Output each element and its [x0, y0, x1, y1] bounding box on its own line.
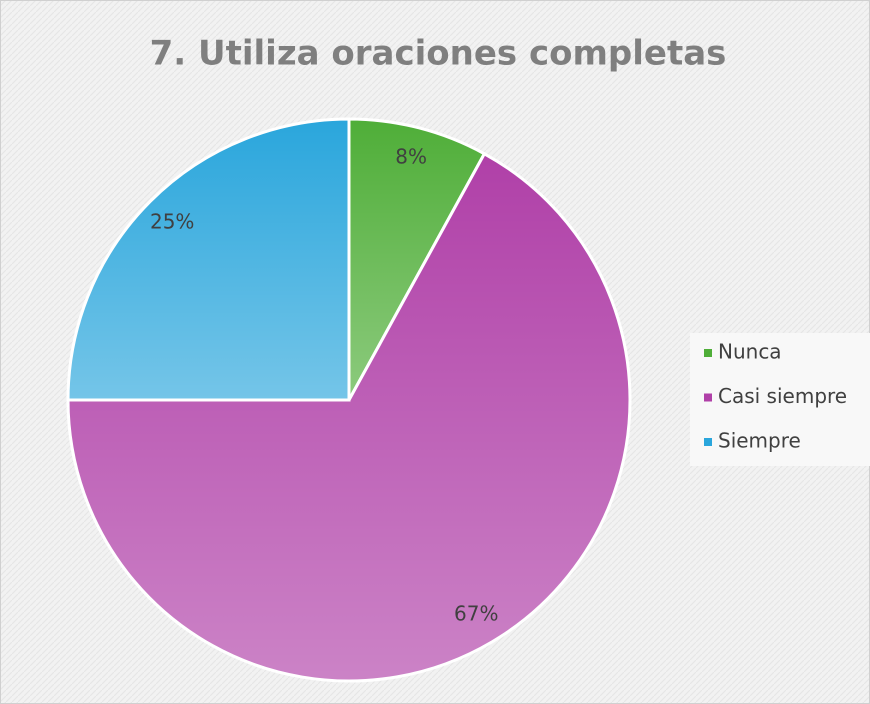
- data-label: 67%: [454, 602, 498, 626]
- slice-shine: [68, 119, 349, 400]
- legend-label: Nunca: [718, 340, 782, 364]
- slice-shine: [67, 153, 631, 682]
- legend-box: [690, 333, 870, 466]
- legend-label: Siempre: [718, 429, 801, 453]
- data-label: 25%: [150, 210, 194, 234]
- legend-marker: [704, 393, 712, 402]
- data-label: 8%: [395, 144, 427, 168]
- legend-label: Casi siempre: [718, 384, 847, 408]
- slice-shine: [349, 119, 485, 400]
- pie: [66, 117, 632, 683]
- legend-marker: [704, 349, 712, 357]
- legend-marker: [704, 438, 712, 446]
- chart-title: 7. Utiliza oraciones completas: [150, 34, 727, 74]
